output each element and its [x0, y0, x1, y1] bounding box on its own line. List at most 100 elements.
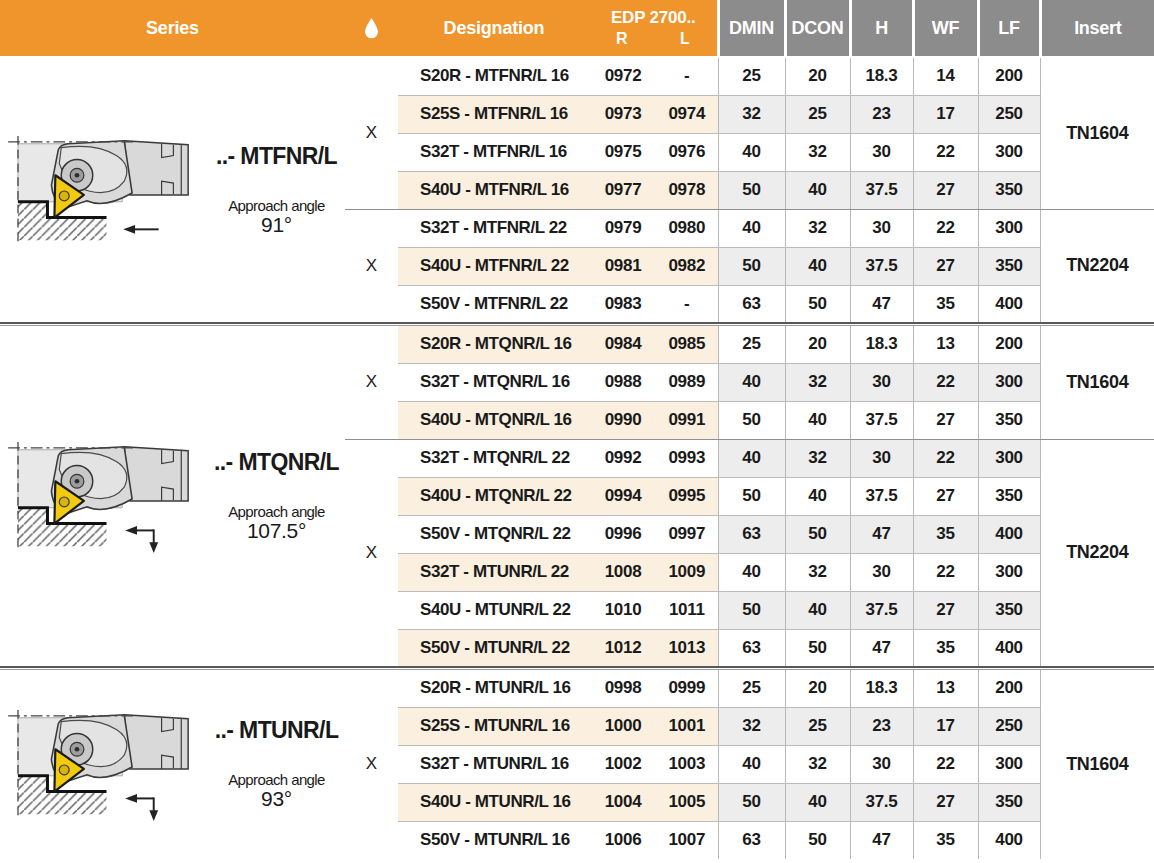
- dcon-cell: 32: [785, 745, 850, 783]
- edp-l-cell: 1013: [656, 629, 718, 667]
- dmin-cell: 50: [718, 247, 785, 285]
- h-cell: 37.5: [850, 401, 913, 439]
- wf-cell: 27: [913, 247, 978, 285]
- lf-cell: 300: [978, 363, 1040, 401]
- dmin-cell: 63: [718, 285, 785, 323]
- dcon-cell: 32: [785, 209, 850, 247]
- lf-cell: 400: [978, 285, 1040, 323]
- wf-cell: 17: [913, 707, 978, 745]
- edp-title: EDP 2700..: [590, 6, 717, 28]
- edp-l-cell: 1007: [656, 821, 718, 859]
- h-cell: 18.3: [850, 57, 913, 95]
- h-cell: 18.3: [850, 325, 913, 363]
- dcon-cell: 32: [785, 133, 850, 171]
- edp-r-cell: 0984: [590, 325, 656, 363]
- dcon-cell: 25: [785, 707, 850, 745]
- feed-arrow-left-icon: [123, 225, 158, 234]
- boring-bar-diagram: [6, 436, 208, 556]
- dcon-cell: 32: [785, 363, 850, 401]
- dmin-cell: 25: [718, 669, 785, 707]
- edp-r-cell: 0994: [590, 477, 656, 515]
- dmin-cell: 63: [718, 515, 785, 553]
- edp-l-cell: 0989: [656, 363, 718, 401]
- col-header-designation: Designation: [398, 0, 590, 57]
- wf-cell: 13: [913, 669, 978, 707]
- dcon-cell: 40: [785, 783, 850, 821]
- edp-l-cell: -: [656, 285, 718, 323]
- designation-cell: S20R - MTUNR/L 16: [398, 669, 590, 707]
- edp-r-label: R: [590, 29, 653, 50]
- edp-r-cell: 1004: [590, 783, 656, 821]
- dmin-cell: 40: [718, 133, 785, 171]
- wf-cell: 22: [913, 209, 978, 247]
- table-row: ..- MTFNR/L Approach angle 91° XS20R - M…: [0, 57, 1154, 95]
- h-cell: 47: [850, 515, 913, 553]
- edp-r-cell: 1010: [590, 591, 656, 629]
- approach-angle-value: 107.5°: [247, 520, 306, 542]
- wf-cell: 14: [913, 57, 978, 95]
- edp-l-cell: -: [656, 57, 718, 95]
- designation-cell: S40U - MTUNR/L 22: [398, 591, 590, 629]
- h-cell: 30: [850, 133, 913, 171]
- table-row: ..- MTUNR/L Approach angle 93° XS20R - M…: [0, 669, 1154, 707]
- dcon-cell: 40: [785, 247, 850, 285]
- edp-r-cell: 0996: [590, 515, 656, 553]
- dcon-cell: 40: [785, 401, 850, 439]
- h-cell: 47: [850, 821, 913, 859]
- edp-r-cell: 0990: [590, 401, 656, 439]
- lf-cell: 200: [978, 325, 1040, 363]
- edp-r-cell: 1008: [590, 553, 656, 591]
- col-header-dcon: DCON: [785, 0, 850, 57]
- col-header-dmin: DMIN: [718, 0, 785, 57]
- dmin-cell: 32: [718, 707, 785, 745]
- series-cell: ..- MTQNR/L Approach angle 107.5°: [0, 325, 345, 667]
- dmin-cell: 50: [718, 783, 785, 821]
- edp-l-cell: 1003: [656, 745, 718, 783]
- edp-l-label: L: [653, 29, 716, 50]
- edp-r-cell: 1000: [590, 707, 656, 745]
- edp-l-cell: 0982: [656, 247, 718, 285]
- approach-angle-value: 93°: [261, 788, 292, 810]
- series-name: ..- MTQNR/L: [214, 450, 339, 474]
- series-cell: ..- MTUNR/L Approach angle 93°: [0, 669, 345, 859]
- wf-cell: 22: [913, 553, 978, 591]
- designation-cell: S40U - MTQNR/L 16: [398, 401, 590, 439]
- dcon-cell: 40: [785, 591, 850, 629]
- h-cell: 47: [850, 285, 913, 323]
- approach-angle-label: Approach angle: [228, 772, 325, 788]
- series-cell: ..- MTFNR/L Approach angle 91°: [0, 57, 345, 323]
- h-cell: 30: [850, 553, 913, 591]
- table-row: ..- MTQNR/L Approach angle 107.5° XS20R …: [0, 325, 1154, 363]
- coolant-flag: X: [345, 439, 398, 667]
- insert-cell: TN2204: [1040, 439, 1154, 667]
- edp-l-cell: 0991: [656, 401, 718, 439]
- dcon-cell: 50: [785, 629, 850, 667]
- wf-cell: 35: [913, 285, 978, 323]
- edp-r-cell: 0983: [590, 285, 656, 323]
- designation-cell: S50V - MTUNR/L 16: [398, 821, 590, 859]
- coolant-flag: X: [345, 57, 398, 209]
- insert-cell: TN1604: [1040, 669, 1154, 859]
- dcon-cell: 40: [785, 171, 850, 209]
- wf-cell: 22: [913, 133, 978, 171]
- edp-r-cell: 1002: [590, 745, 656, 783]
- edp-l-cell: 0999: [656, 669, 718, 707]
- edp-l-cell: 1011: [656, 591, 718, 629]
- edp-r-cell: 0981: [590, 247, 656, 285]
- designation-cell: S50V - MTQNR/L 22: [398, 515, 590, 553]
- lf-cell: 350: [978, 247, 1040, 285]
- edp-r-cell: 1006: [590, 821, 656, 859]
- lf-cell: 400: [978, 821, 1040, 859]
- lf-cell: 300: [978, 133, 1040, 171]
- droplet-icon: [364, 18, 379, 39]
- lf-cell: 200: [978, 57, 1040, 95]
- lf-cell: 350: [978, 171, 1040, 209]
- series-group: ..- MTUNR/L Approach angle 93°: [0, 704, 345, 824]
- edp-r-cell: 0975: [590, 133, 656, 171]
- designation-cell: S20R - MTQNR/L 16: [398, 325, 590, 363]
- col-header-h: H: [850, 0, 913, 57]
- dcon-cell: 20: [785, 325, 850, 363]
- designation-cell: S50V - MTUNR/L 22: [398, 629, 590, 667]
- h-cell: 23: [850, 707, 913, 745]
- col-header-lf: LF: [978, 0, 1040, 57]
